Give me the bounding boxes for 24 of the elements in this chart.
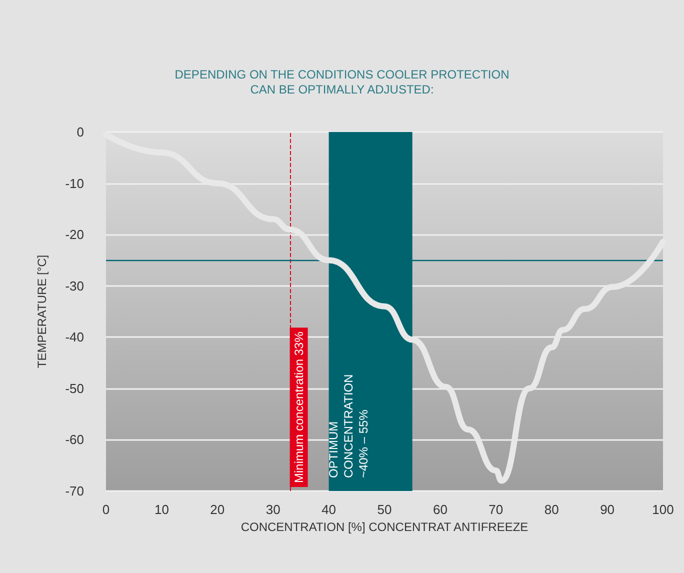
- y-tick-label: -70: [65, 484, 84, 498]
- band-label: OPTIMUM CONCENTRATION ~40% – 55%: [326, 374, 370, 478]
- x-tick-label: 50: [377, 502, 392, 517]
- x-tick-label: 10: [154, 502, 169, 517]
- x-tick-label: 20: [210, 502, 225, 517]
- x-tick-label: 40: [322, 502, 336, 517]
- x-axis-title: CONCENTRATION [%] CONCENTRAT ANTIFREEZE: [240, 520, 528, 534]
- ref-line-label: Minimum concentration 33%: [292, 331, 306, 483]
- y-tick-label: -30: [65, 278, 84, 294]
- y-tick-label: -40: [65, 330, 84, 345]
- x-tick-label: 80: [544, 502, 559, 517]
- x-tick-label: 60: [432, 502, 448, 517]
- x-tick-label: 70: [488, 502, 504, 517]
- y-tick-label: -20: [65, 227, 84, 242]
- x-tick-label: 30: [266, 502, 280, 517]
- y-tick-label: -50: [65, 380, 84, 396]
- x-tick-label: 0: [102, 502, 110, 517]
- y-tick-label: -60: [65, 432, 84, 448]
- y-axis-title: TEMPERATURE [°C]: [35, 254, 49, 368]
- chart-title: DEPENDING ON THE CONDITIONS COOLER PROTECTION CAN BE OPTIMALLY ADJUSTED:: [174, 68, 510, 96]
- x-tick-label: 100: [652, 502, 674, 517]
- x-tick-label: 90: [600, 502, 615, 517]
- y-tick-label: 0: [76, 124, 84, 140]
- y-tick-label: -10: [65, 176, 84, 191]
